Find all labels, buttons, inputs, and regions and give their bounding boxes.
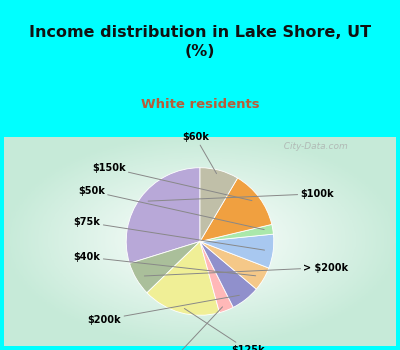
Wedge shape: [200, 224, 274, 241]
Text: $100k: $100k: [148, 189, 334, 201]
Text: City-Data.com: City-Data.com: [278, 142, 348, 151]
Wedge shape: [200, 234, 274, 268]
Text: $40k: $40k: [74, 252, 256, 276]
Wedge shape: [200, 241, 233, 313]
Wedge shape: [200, 178, 272, 242]
Text: White residents: White residents: [141, 98, 259, 111]
Text: $200k: $200k: [88, 295, 239, 324]
Wedge shape: [200, 241, 269, 289]
Text: $75k: $75k: [74, 217, 264, 250]
Text: Income distribution in Lake Shore, UT
(%): Income distribution in Lake Shore, UT (%…: [29, 25, 371, 59]
Text: $125k: $125k: [184, 308, 264, 350]
Wedge shape: [130, 241, 200, 293]
Text: $30k: $30k: [160, 307, 222, 350]
Text: $150k: $150k: [92, 163, 252, 201]
Wedge shape: [126, 168, 200, 263]
Wedge shape: [200, 168, 238, 242]
Wedge shape: [147, 241, 220, 315]
Text: $50k: $50k: [78, 186, 264, 230]
Text: $60k: $60k: [182, 132, 216, 174]
Text: > $200k: > $200k: [144, 262, 348, 276]
Wedge shape: [200, 241, 256, 307]
